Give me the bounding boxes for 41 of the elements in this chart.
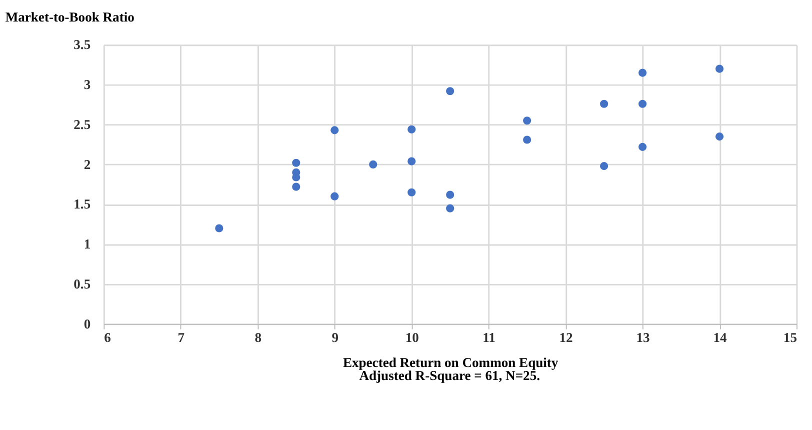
point [446, 87, 454, 96]
point [446, 204, 454, 212]
point [715, 64, 724, 73]
y-tick-label: 0 [84, 316, 91, 332]
y-tick-label: 2.5 [74, 116, 91, 132]
point [330, 192, 339, 200]
point [330, 126, 339, 134]
x-axis-title: Expected Return on Common Equity [342, 355, 558, 370]
point [638, 68, 647, 77]
x-tick-label: 10 [405, 330, 420, 345]
point [600, 162, 608, 170]
x-tick-label: 8 [254, 330, 262, 345]
x-tick-label: 7 [178, 330, 185, 345]
point [408, 157, 416, 166]
point [523, 116, 532, 125]
x-tick-label: 15 [783, 330, 798, 345]
y-tick-label: 1 [84, 236, 91, 252]
point [292, 158, 300, 167]
x-tick-label: 11 [482, 330, 496, 345]
point [408, 188, 416, 196]
point [369, 160, 378, 169]
point [523, 136, 532, 144]
point [446, 190, 454, 199]
y-tick-label: 1.5 [74, 196, 91, 212]
point [715, 132, 724, 141]
y-tick-label: 0.5 [74, 276, 91, 292]
x-tick-label: 14 [713, 330, 727, 345]
y-tick-label: 3 [84, 77, 91, 92]
x-tick-label: 12 [559, 330, 574, 345]
y-axis-title: Market-to-Book Ratio [5, 10, 135, 25]
x-tick-label: 6 [104, 330, 112, 345]
point [600, 100, 608, 108]
point [638, 100, 647, 108]
point [638, 142, 647, 151]
y-tick-label: 2 [84, 156, 91, 172]
point [408, 125, 416, 134]
point [215, 224, 224, 232]
x-tick-label: 9 [332, 330, 339, 345]
x-tick-label: 13 [636, 330, 650, 345]
y-tick-label: 3.5 [74, 37, 91, 52]
point [292, 182, 300, 191]
